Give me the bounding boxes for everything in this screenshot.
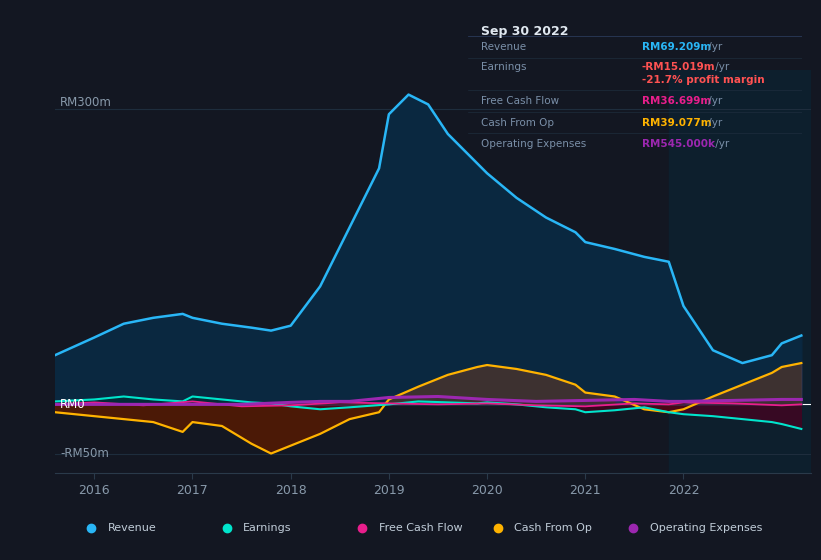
Text: Cash From Op: Cash From Op bbox=[514, 523, 592, 533]
Text: Free Cash Flow: Free Cash Flow bbox=[378, 523, 462, 533]
Text: Cash From Op: Cash From Op bbox=[481, 118, 554, 128]
Text: /yr: /yr bbox=[712, 62, 729, 72]
Text: Earnings: Earnings bbox=[243, 523, 291, 533]
Text: Revenue: Revenue bbox=[481, 42, 526, 52]
Text: -RM15.019m: -RM15.019m bbox=[642, 62, 715, 72]
Text: Free Cash Flow: Free Cash Flow bbox=[481, 96, 559, 106]
Text: /yr: /yr bbox=[704, 118, 722, 128]
Text: RM545.000k: RM545.000k bbox=[642, 139, 714, 149]
Text: /yr: /yr bbox=[712, 139, 729, 149]
Text: Operating Expenses: Operating Expenses bbox=[481, 139, 587, 149]
Text: -21.7% profit margin: -21.7% profit margin bbox=[642, 74, 764, 85]
Text: Revenue: Revenue bbox=[108, 523, 157, 533]
Text: RM69.209m: RM69.209m bbox=[642, 42, 711, 52]
Text: RM36.699m: RM36.699m bbox=[642, 96, 711, 106]
Text: -RM50m: -RM50m bbox=[60, 447, 109, 460]
Text: RM300m: RM300m bbox=[60, 96, 112, 109]
Text: RM0: RM0 bbox=[60, 398, 85, 411]
Bar bbox=[669, 70, 811, 473]
Text: /yr: /yr bbox=[704, 42, 722, 52]
Text: Sep 30 2022: Sep 30 2022 bbox=[481, 25, 569, 38]
Text: RM39.077m: RM39.077m bbox=[642, 118, 711, 128]
Text: Operating Expenses: Operating Expenses bbox=[649, 523, 762, 533]
Text: /yr: /yr bbox=[704, 96, 722, 106]
Text: Earnings: Earnings bbox=[481, 62, 527, 72]
